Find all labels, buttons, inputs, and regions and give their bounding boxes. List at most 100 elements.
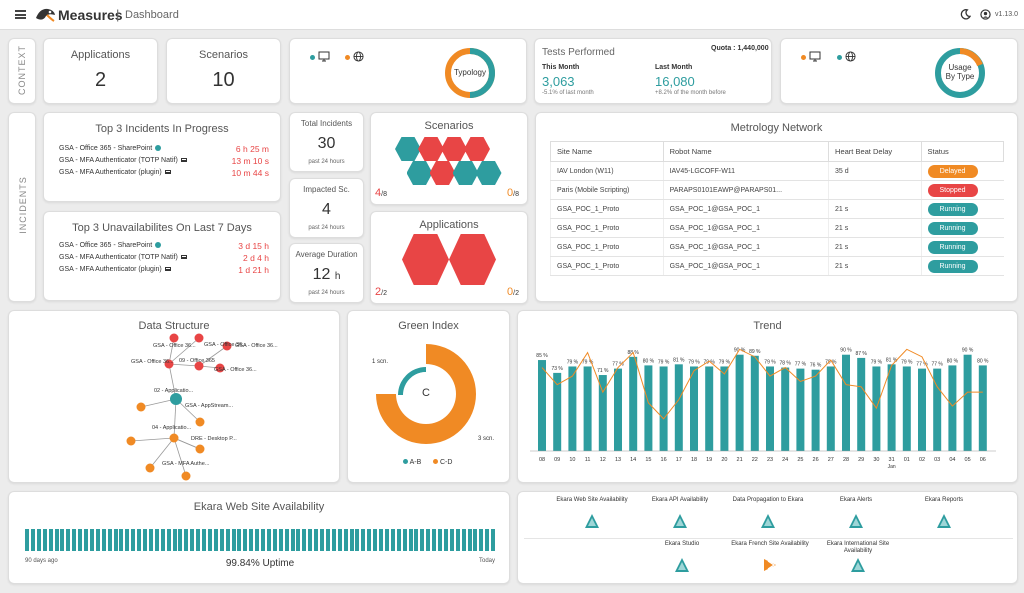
incident-row[interactable]: GSA - MFA Authenticator (plugin) 1 d 21 h	[59, 265, 269, 278]
incident-row[interactable]: GSA - Office 365 - SharePoint 3 d 15 h	[59, 241, 269, 254]
impacted-card[interactable]: Impacted Sc. 4 past 24 hours	[289, 178, 364, 238]
availability-day-bar[interactable]	[225, 529, 230, 551]
availability-day-bar[interactable]	[184, 529, 189, 551]
availability-day-bar[interactable]	[491, 529, 496, 551]
applications-card[interactable]: Applications 2	[43, 38, 158, 104]
availability-day-bar[interactable]	[361, 529, 366, 551]
trend-bar[interactable]	[553, 372, 562, 451]
trend-bar[interactable]	[583, 366, 592, 451]
trend-bar[interactable]	[918, 368, 926, 451]
availability-day-bar[interactable]	[302, 529, 307, 551]
availability-day-bar[interactable]	[349, 529, 354, 551]
availability-day-bar[interactable]	[314, 529, 319, 551]
table-row[interactable]: GSA_POC_1_Proto GSA_POC_1@GSA_POC_1 21 s Ru…	[550, 218, 1004, 238]
availability-day-bar[interactable]	[402, 529, 407, 551]
availability-day-bar[interactable]	[384, 529, 389, 551]
availability-day-bar[interactable]	[137, 529, 142, 551]
scenario-hex[interactable]	[452, 161, 479, 185]
column-header[interactable]: Robot Name	[662, 141, 830, 162]
availability-day-bar[interactable]	[66, 529, 71, 551]
availability-day-bar[interactable]	[89, 529, 94, 551]
availability-day-bar[interactable]	[414, 529, 419, 551]
availability-day-bar[interactable]	[119, 529, 124, 551]
total-incidents-card[interactable]: Total Incidents 30 past 24 hours	[289, 112, 364, 172]
incident-row[interactable]: GSA - Office 365 - SharePoint 6 h 25 m	[59, 144, 269, 157]
avg-duration-card[interactable]: Average Duration 12 h past 24 hours	[289, 243, 364, 303]
graph-node[interactable]	[181, 471, 191, 481]
availability-day-bar[interactable]	[249, 529, 254, 551]
service-status[interactable]: Ekara Alerts	[812, 497, 900, 534]
availability-day-bar[interactable]	[143, 529, 147, 551]
trend-bar[interactable]	[842, 354, 850, 451]
incident-row[interactable]: GSA - MFA Authenticator (plugin) 10 m 44 …	[59, 168, 269, 181]
table-row[interactable]: GSA_POC_1_Proto GSA_POC_1@GSA_POC_1 21 s Ru…	[550, 237, 1004, 257]
incident-row[interactable]: GSA - MFA Authenticator (TOTP Natif) 2 d …	[59, 253, 269, 266]
availability-day-bar[interactable]	[72, 529, 77, 551]
app-hex[interactable]	[449, 234, 496, 285]
trend-bar[interactable]	[538, 360, 546, 451]
availability-day-bar[interactable]	[473, 529, 478, 551]
scenarios-hex-card[interactable]: Scenarios 4/8 0/8	[370, 112, 528, 205]
trend-bar[interactable]	[811, 369, 820, 451]
graph-node[interactable]	[195, 417, 205, 427]
availability-day-bar[interactable]	[461, 529, 466, 551]
trend-bar[interactable]	[766, 366, 774, 451]
availability-day-bar[interactable]	[166, 529, 171, 551]
graph-node[interactable]	[222, 341, 232, 351]
availability-day-bar[interactable]	[131, 529, 136, 551]
availability-day-bar[interactable]	[467, 529, 472, 551]
availability-day-bar[interactable]	[337, 529, 342, 551]
green-index-chart[interactable]	[348, 311, 511, 484]
availability-day-bar[interactable]	[107, 529, 112, 551]
trend-bar[interactable]	[857, 357, 866, 451]
service-status[interactable]: Ekara International Site Availability	[814, 541, 902, 578]
availability-day-bar[interactable]	[101, 529, 106, 551]
usage-donut[interactable]	[932, 45, 988, 101]
scenario-hex[interactable]	[429, 161, 456, 185]
availability-day-bar[interactable]	[160, 529, 165, 551]
availability-day-bar[interactable]	[343, 529, 348, 551]
trend-bar[interactable]	[796, 368, 805, 451]
availability-day-bar[interactable]	[78, 529, 83, 551]
trend-bar[interactable]	[887, 364, 896, 451]
graph-node[interactable]	[164, 359, 174, 369]
scenarios-card[interactable]: Scenarios 10	[166, 38, 281, 104]
scenario-hex[interactable]	[464, 137, 490, 161]
trend-bar[interactable]	[705, 366, 714, 451]
availability-day-bar[interactable]	[296, 529, 301, 551]
scenario-hex[interactable]	[395, 137, 421, 161]
trend-bar[interactable]	[674, 364, 683, 451]
graph-node[interactable]	[194, 333, 204, 343]
availability-day-bar[interactable]	[172, 529, 177, 551]
availability-day-bar[interactable]	[54, 529, 59, 551]
availability-day-bar[interactable]	[438, 529, 442, 551]
availability-day-bar[interactable]	[355, 529, 360, 551]
availability-day-bar[interactable]	[266, 529, 271, 551]
availability-day-bar[interactable]	[449, 529, 454, 551]
availability-day-bar[interactable]	[60, 529, 65, 551]
graph-node[interactable]	[169, 333, 179, 343]
availability-day-bar[interactable]	[278, 529, 283, 551]
availability-day-bar[interactable]	[148, 529, 153, 551]
graph-node[interactable]	[195, 444, 205, 454]
trend-bar[interactable]	[690, 366, 698, 451]
column-header[interactable]: Status	[920, 141, 1004, 162]
trend-bar[interactable]	[963, 354, 972, 451]
availability-day-bar[interactable]	[95, 529, 100, 551]
availability-day-bar[interactable]	[426, 529, 431, 551]
graph-node[interactable]	[169, 433, 179, 443]
availability-bars[interactable]	[25, 529, 496, 551]
table-row[interactable]: Paris (Mobile Scripting) PARAPS0101EAWP@P…	[550, 180, 1004, 200]
graph-node[interactable]	[170, 393, 182, 405]
availability-day-bar[interactable]	[48, 529, 53, 551]
scenario-hex[interactable]	[475, 161, 502, 185]
availability-day-bar[interactable]	[308, 529, 313, 551]
availability-day-bar[interactable]	[237, 529, 242, 551]
usage-card[interactable]: Usage By Type	[780, 38, 1018, 104]
menu-icon[interactable]	[15, 10, 26, 19]
trend-bar[interactable]	[659, 366, 668, 451]
availability-day-bar[interactable]	[207, 529, 212, 551]
availability-day-bar[interactable]	[190, 529, 195, 551]
availability-day-bar[interactable]	[485, 529, 490, 551]
